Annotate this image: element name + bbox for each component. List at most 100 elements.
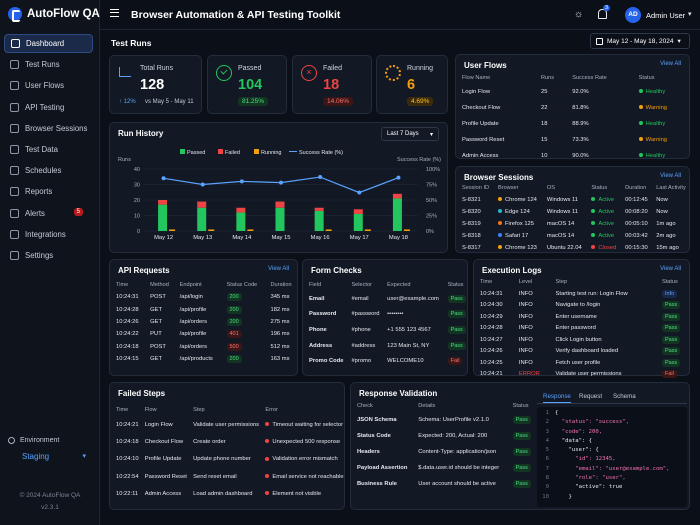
user-menu-chevron-icon[interactable]: ▾ — [688, 11, 692, 18]
tab-schema[interactable]: Schema — [613, 393, 636, 400]
success-rate-point-may-18[interactable] — [396, 175, 401, 180]
bar-failed-may-17[interactable] — [353, 209, 363, 214]
avatar[interactable]: AD — [625, 7, 641, 23]
table-row[interactable]: Payload Assertion $.data.user.id should b… — [351, 460, 533, 476]
table-row[interactable]: 10:24:28 INFO Enter password Pass — [474, 323, 689, 335]
table-row[interactable]: Business Rule User account should be acti… — [351, 476, 533, 492]
stat-total-runs[interactable]: Total Runs 128 ↑ 12% vs May 5 - May 11 — [109, 55, 202, 114]
table-row[interactable]: 10:24:10 Profile Update Update phone numbe… — [110, 451, 344, 468]
stat-running[interactable]: Running 6 4.69% — [376, 55, 448, 114]
tab-request[interactable]: Request — [579, 393, 603, 400]
table-row[interactable]: Profile Update 18 88.9% Healthy — [456, 116, 689, 132]
bar-passed-may-12[interactable] — [158, 204, 168, 231]
table-row[interactable]: Phone #phone +1 555 123 4567 Pass — [303, 322, 467, 338]
table-row[interactable]: 10:24:18 POST/api/orders 500 512 ms — [110, 341, 297, 353]
table-row[interactable]: Login Flow 25 92.0% Healthy — [456, 84, 689, 100]
tab-response[interactable]: Response — [543, 393, 571, 403]
table-row[interactable]: 10:24:26 INFO Verify dashboard loaded Pass — [474, 346, 689, 358]
stat-failed[interactable]: × Failed 18 14.06% — [292, 55, 372, 114]
table-row[interactable]: 10:24:22 PUT/api/profile 401 196 ms — [110, 328, 297, 340]
view-all-link[interactable]: View All — [660, 266, 681, 272]
menu-icon[interactable] — [110, 9, 119, 17]
sidebar-item-dashboard[interactable]: Dashboard — [4, 34, 93, 53]
sidebar-item-alerts[interactable]: Alerts 5 — [4, 204, 93, 223]
table-row[interactable]: Status Code Expected: 200, Actual: 200 Pas… — [351, 428, 533, 444]
bar-failed-may-12[interactable] — [158, 200, 168, 205]
bar-running-may-13[interactable] — [208, 229, 215, 231]
table-row[interactable]: 10:24:28 GET/api/profile 200 182 ms — [110, 303, 297, 315]
sidebar-item-browser-sessions[interactable]: Browser Sessions — [4, 119, 93, 138]
bar-running-may-14[interactable] — [247, 229, 254, 231]
bar-passed-may-16[interactable] — [314, 210, 324, 231]
stat-passed[interactable]: Passed 104 81.25% — [207, 55, 287, 114]
sidebar-item-schedules[interactable]: Schedules — [4, 161, 93, 180]
table-row[interactable]: 10:24:15 GET/api/products 200 163 ms — [110, 353, 297, 365]
table-row[interactable]: JSON Schema Schema: UserProfile v2.1.0 Pas… — [351, 412, 533, 428]
environment-select[interactable]: Staging ▾ — [6, 448, 94, 464]
sidebar-item-integrations[interactable]: Integrations — [4, 225, 93, 244]
bar-running-may-12[interactable] — [169, 229, 176, 231]
bar-running-may-16[interactable] — [325, 229, 332, 231]
table-row[interactable]: S-8321 Chrome 124 Windows 11 Active 00:12:45… — [456, 194, 689, 206]
table-row[interactable]: Checkout Flow 22 81.8% Warning — [456, 100, 689, 116]
table-row[interactable]: Password Reset 15 73.3% Warning — [456, 132, 689, 148]
table-row[interactable]: 10:24:18 Checkout Flow Create order Unexpec… — [110, 433, 344, 450]
table-row[interactable]: Address #address 123 Main St, NY Pass — [303, 338, 467, 354]
sidebar-item-test-data[interactable]: Test Data — [4, 140, 93, 159]
bar-passed-may-18[interactable] — [392, 198, 402, 231]
app-logo[interactable]: AutoFlow QA — [8, 7, 100, 22]
table-row[interactable]: 10:24:27 INFO Click Login button Pass — [474, 334, 689, 346]
table-row[interactable]: Promo Code #promo WELCOME10 Fail — [303, 353, 467, 369]
success-rate-point-may-17[interactable] — [357, 190, 362, 195]
sidebar-item-test-runs[interactable]: Test Runs — [4, 55, 93, 74]
table-row[interactable]: 10:24:21 Login Flow Validate user permissi… — [110, 416, 344, 433]
user-name[interactable]: Admin User — [646, 11, 686, 20]
view-all-link[interactable]: View All — [660, 61, 681, 67]
bell-icon[interactable] — [598, 9, 607, 19]
bar-running-may-17[interactable] — [364, 229, 371, 231]
table-row[interactable]: Admin Access 10 90.0% Healthy — [456, 148, 689, 164]
table-row[interactable]: S-8320 Edge 124 Windows 11 Active 00:08:20 No… — [456, 206, 689, 218]
bar-passed-may-13[interactable] — [197, 207, 207, 231]
bar-failed-may-16[interactable] — [314, 207, 324, 211]
bar-failed-may-14[interactable] — [236, 207, 246, 213]
table-row[interactable]: S-8319 Firefox 125 macOS 14 Active 00:05:10 1… — [456, 218, 689, 230]
sidebar-item-reports[interactable]: Reports — [4, 182, 93, 201]
table-row[interactable]: 10:24:31 POST/api/login 200 345 ms — [110, 291, 297, 303]
sidebar-item-user-flows[interactable]: User Flows — [4, 76, 93, 95]
sidebar-item-settings[interactable]: Settings — [4, 246, 93, 265]
table-row[interactable]: Email #email user@example.com Pass — [303, 291, 467, 307]
success-rate-point-may-16[interactable] — [318, 175, 323, 180]
bar-running-may-18[interactable] — [403, 229, 410, 231]
bar-passed-may-17[interactable] — [353, 213, 363, 231]
table-row[interactable]: S-8317 Chrome 123 Ubuntu 22.04 Closed 00:15:… — [456, 242, 689, 254]
code-text: "active": true — [555, 484, 623, 491]
table-row[interactable]: 10:24:21 ERROR Validate user permissions Fa… — [474, 369, 689, 381]
cell-os: Windows 11 — [541, 206, 585, 218]
success-rate-point-may-13[interactable] — [200, 182, 205, 187]
table-row[interactable]: Password #password •••••••• Pass — [303, 307, 467, 323]
range-select[interactable]: Last 7 Days ▾ — [381, 127, 439, 141]
table-row[interactable]: 10:22:11 Admin Access Load admin dashboard… — [110, 485, 344, 502]
table-row[interactable]: 10:24:31 INFO Starting test run: Login Flo… — [474, 288, 689, 300]
bar-passed-may-14[interactable] — [236, 212, 246, 231]
bar-failed-may-18[interactable] — [392, 193, 402, 199]
view-all-link[interactable]: View All — [268, 266, 289, 272]
table-row[interactable]: 10:22:54 Password Reset Send reset email Em… — [110, 468, 344, 485]
table-row[interactable]: 10:24:26 GET/api/orders 200 275 ms — [110, 316, 297, 328]
bar-passed-may-15[interactable] — [275, 207, 285, 231]
table-row[interactable]: S-8318 Safari 17 macOS 14 Active 00:03:42 2m … — [456, 230, 689, 242]
table-row[interactable]: 10:24:30 INFO Navigate to /login Pass — [474, 300, 689, 312]
table-row[interactable]: 10:24:25 INFO Fetch user profile Pass — [474, 357, 689, 369]
success-rate-point-may-15[interactable] — [279, 180, 283, 185]
table-row[interactable]: Headers Content-Type: application/json Pas… — [351, 444, 533, 460]
theme-toggle-icon[interactable]: ☼ — [574, 9, 584, 20]
sidebar-item-api-testing[interactable]: API Testing — [4, 98, 93, 117]
bar-failed-may-15[interactable] — [275, 201, 285, 208]
bar-failed-may-13[interactable] — [197, 201, 207, 208]
success-rate-point-may-12[interactable] — [161, 176, 166, 181]
success-rate-point-may-14[interactable] — [239, 179, 244, 184]
view-all-link[interactable]: View All — [660, 173, 681, 179]
table-row[interactable]: 10:24:29 INFO Enter username Pass — [474, 311, 689, 323]
date-range-picker[interactable]: May 12 - May 18, 2024 ▾ — [590, 33, 690, 49]
